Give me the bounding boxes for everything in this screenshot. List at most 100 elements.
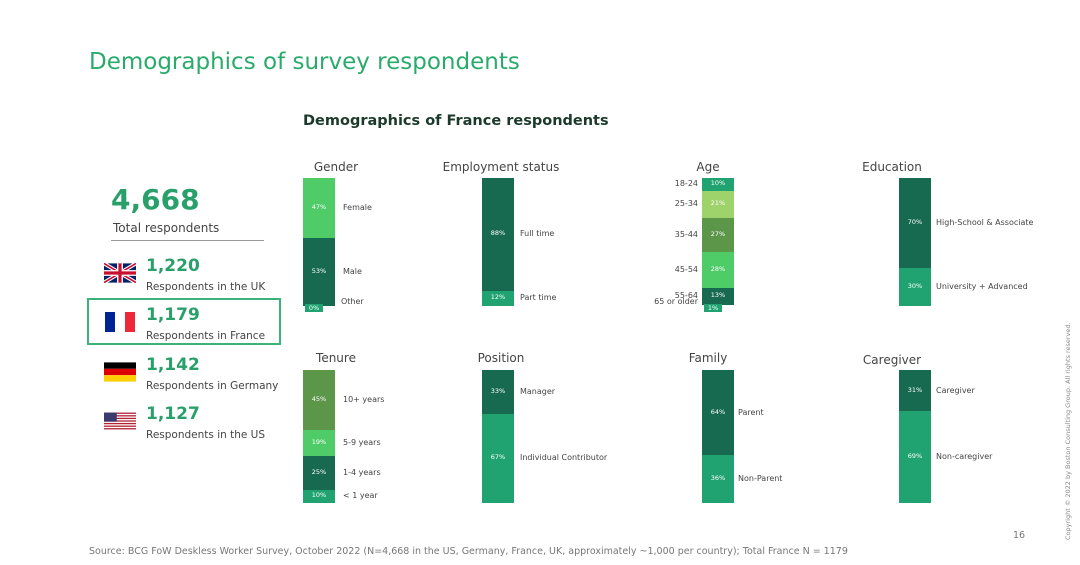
country-us: 1,127 Respondents in the US — [100, 404, 280, 447]
segment-value-label: 12% — [490, 293, 506, 302]
segment-value-label: 10% — [710, 179, 726, 188]
segment-category-label: High-School & Associate — [936, 217, 1034, 227]
country-label: Respondents in France — [146, 330, 266, 342]
bar-segment-5-9-years — [303, 430, 335, 456]
bar-segment-full-time — [482, 178, 514, 291]
segment-value-label: 70% — [907, 217, 923, 226]
segment-category-label: Parent — [738, 407, 764, 417]
country-count: 1,179 — [146, 305, 200, 325]
segment-category-label: Individual Contributor — [520, 453, 608, 463]
chart-title-gender: Gender — [313, 160, 359, 174]
segment-value-label: 10% — [311, 491, 327, 500]
segment-value-label: 25% — [311, 467, 327, 476]
segment-value-label: 0% — [305, 304, 323, 312]
uk-flag-icon — [104, 263, 136, 283]
segment-value-label: 47% — [311, 203, 327, 212]
segment-category-label: Female — [343, 203, 372, 213]
bar-segment-caregiver — [899, 370, 931, 412]
segment-value-label: 53% — [311, 267, 327, 276]
bar-segment-non-parent — [702, 455, 734, 503]
chart-title-age: Age — [696, 160, 720, 174]
country-uk: 1,220 Respondents in the UK — [100, 256, 280, 299]
bar-segment-female — [303, 178, 335, 239]
bar-segment-part-time — [482, 290, 514, 306]
bar-segment-1-4-years — [303, 455, 335, 490]
segment-category-label: Male — [343, 267, 362, 277]
source-note: Source: BCG FoW Deskless Worker Survey, … — [89, 546, 848, 557]
chart-title-position: Position — [477, 351, 525, 365]
segment-value-label: 19% — [311, 438, 327, 447]
country-label: Respondents in the UK — [146, 281, 266, 293]
segment-category-label: Other — [341, 297, 364, 306]
chart-title-caregiver: Caregiver — [862, 353, 922, 367]
divider — [111, 240, 264, 241]
copyright-note: Copyright © 2022 by Boston Consulting Gr… — [1064, 322, 1072, 540]
segment-category-label: 1-4 years — [343, 467, 381, 477]
segment-category-label: 45-54 — [674, 265, 698, 275]
segment-value-label: 31% — [907, 385, 923, 394]
segment-value-label: 88% — [490, 229, 506, 238]
segment-value-label: 36% — [710, 474, 726, 483]
country-label: Respondents in the US — [146, 429, 266, 441]
segment-category-label: 55-64 — [674, 291, 698, 301]
bar-segment-1-year — [303, 489, 335, 503]
bar-segment-25-34 — [702, 190, 734, 218]
segment-value-label: 67% — [490, 453, 506, 462]
total-respondents-value: 4,668 — [111, 183, 200, 216]
germany-flag-icon — [104, 362, 136, 382]
chart-title-family: Family — [688, 351, 728, 365]
bar-segment-male — [303, 238, 335, 306]
segment-category-label: 65 or older — [654, 297, 698, 306]
page-title: Demographics of survey respondents — [89, 49, 520, 75]
segment-value-label: 30% — [907, 281, 923, 290]
segment-value-label: 69% — [907, 452, 923, 461]
segment-category-label: 25-34 — [674, 199, 698, 209]
bar-segment-parent — [702, 370, 734, 456]
chart-title-employment-status: Employment status — [442, 160, 560, 174]
segment-category-label: Caregiver — [936, 385, 975, 395]
country-france: 1,179 Respondents in France — [100, 305, 280, 348]
us-flag-icon — [104, 411, 136, 431]
country-germany: 1,142 Respondents in Germany — [100, 355, 280, 398]
segment-value-label: 21% — [710, 199, 726, 208]
segment-category-label: < 1 year — [343, 491, 378, 501]
segment-value-label: 27% — [710, 229, 726, 238]
segment-category-label: Part time — [520, 293, 557, 303]
segment-value-label: 13% — [710, 291, 726, 300]
page-number: 16 — [1013, 530, 1026, 541]
bar-segment-manager — [482, 370, 514, 414]
segment-value-label: 64% — [710, 407, 726, 416]
bar-segment-individual-contributor — [482, 413, 514, 503]
segment-value-label: 33% — [490, 386, 506, 395]
segment-category-label: 18-24 — [674, 179, 698, 189]
bar-segment-45-54 — [702, 252, 734, 289]
chart-title-education: Education — [862, 160, 922, 174]
segment-value-label: 1% — [704, 304, 722, 312]
bar-segment-non-caregiver — [899, 411, 931, 503]
segment-value-label: 28% — [710, 265, 726, 274]
segment-value-label: 45% — [311, 395, 327, 404]
segment-category-label: Manager — [520, 386, 556, 396]
bar-segment-55-64 — [702, 288, 734, 305]
bar-segment-10-years — [303, 370, 335, 431]
segment-category-label: 10+ years — [343, 395, 385, 405]
france-flag-icon — [104, 312, 136, 332]
chart-title-tenure: Tenure — [316, 351, 356, 365]
country-count: 1,220 — [146, 256, 200, 276]
segment-category-label: Non-Parent — [738, 474, 783, 484]
france-highlight-box — [87, 298, 281, 345]
chart-subtitle: Demographics of France respondents — [303, 113, 609, 129]
bar-segment-university-advanced — [899, 267, 931, 306]
bar-segment-high-school-associate — [899, 178, 931, 268]
segment-category-label: 5-9 years — [343, 438, 381, 448]
country-count: 1,127 — [146, 404, 200, 424]
segment-category-label: 35-44 — [674, 229, 698, 239]
country-label: Respondents in Germany — [146, 380, 279, 392]
bar-segment-18-24 — [702, 178, 734, 191]
segment-category-label: Non-caregiver — [936, 452, 993, 462]
segment-category-label: Full time — [520, 229, 555, 239]
bar-segment-35-44 — [702, 217, 734, 253]
total-respondents-label: Total respondents — [113, 221, 220, 235]
segment-category-label: University + Advanced — [936, 281, 1028, 291]
country-count: 1,142 — [146, 355, 200, 375]
